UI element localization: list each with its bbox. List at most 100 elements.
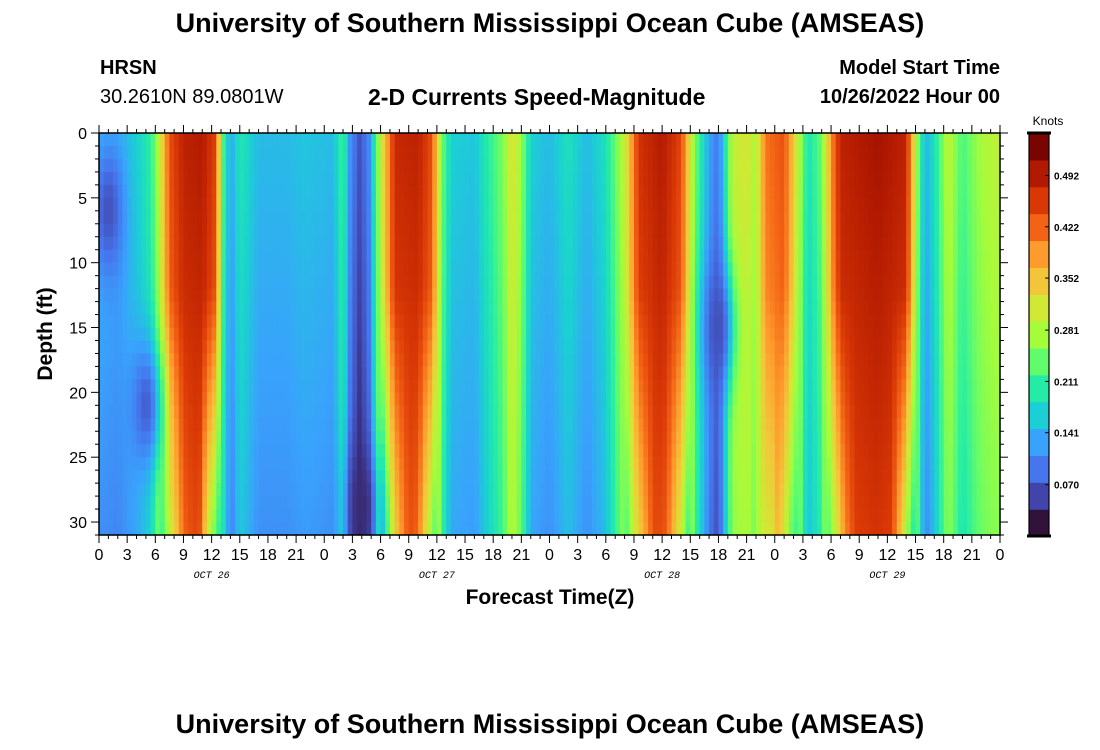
heatmap-cell (474, 197, 480, 212)
heatmap-cell (582, 496, 588, 510)
heatmap-cell (103, 236, 109, 251)
heatmap-cell (277, 184, 283, 199)
heatmap-cell (122, 496, 128, 510)
heatmap-cell (784, 444, 790, 458)
heatmap-cell (441, 145, 447, 160)
heatmap-cell (648, 353, 654, 368)
heatmap-cell (465, 353, 471, 368)
heatmap-cell (291, 301, 297, 316)
heatmap-cell (826, 223, 832, 238)
heatmap-cell (793, 314, 799, 329)
heatmap-cell (267, 353, 274, 368)
heatmap-cell (591, 288, 598, 303)
heatmap-cell (399, 444, 405, 458)
heatmap-cell (296, 405, 302, 419)
heatmap-cell (549, 158, 555, 173)
heatmap-cell (680, 483, 687, 497)
heatmap-cell (108, 366, 114, 380)
heatmap-cell (352, 210, 358, 225)
heatmap-cell (582, 379, 588, 393)
heatmap-cell (399, 197, 405, 212)
heatmap-cell (760, 340, 766, 355)
heatmap-cell (389, 470, 396, 484)
heatmap-cell (460, 275, 466, 290)
heatmap-cell (211, 158, 217, 173)
heatmap-cell (582, 353, 588, 368)
heatmap-cell (713, 444, 720, 458)
heatmap-cell (479, 509, 485, 523)
heatmap-cell (136, 366, 142, 380)
heatmap-cell (718, 340, 724, 355)
heatmap-cell (530, 262, 537, 277)
heatmap-cell (235, 327, 241, 342)
heatmap-cell (286, 301, 292, 316)
heatmap-cell (103, 275, 109, 290)
heatmap-cell (432, 353, 438, 368)
heatmap-cell (727, 197, 734, 212)
heatmap-cell (765, 236, 771, 251)
heatmap-cell (404, 145, 410, 160)
heatmap-cell (751, 379, 757, 393)
heatmap-cell (488, 236, 494, 251)
heatmap-cell (314, 301, 321, 316)
heatmap-cell (291, 133, 297, 147)
heatmap-cell (178, 444, 185, 458)
heatmap-cell (324, 366, 330, 380)
heatmap-cell (826, 133, 832, 147)
heatmap-cell (718, 457, 724, 471)
heatmap-cell (826, 353, 832, 368)
heatmap-cell (296, 236, 302, 251)
heatmap-cell (840, 418, 846, 432)
heatmap-cell (638, 210, 644, 225)
heatmap-cell (239, 145, 246, 160)
heatmap-cell (216, 158, 222, 173)
heatmap-cell (690, 171, 696, 186)
heatmap-cell (160, 327, 166, 342)
heatmap-cell (408, 444, 415, 458)
heatmap-cell (432, 301, 438, 316)
heatmap-cell (727, 418, 734, 432)
heatmap-cell (432, 158, 438, 173)
heatmap-cell (249, 236, 255, 251)
heatmap-cell (394, 288, 400, 303)
heatmap-cell (704, 379, 710, 393)
heatmap-cell (493, 522, 499, 536)
heatmap-cell (802, 210, 809, 225)
heatmap-cell (310, 145, 316, 160)
heatmap-cell (422, 405, 429, 419)
heatmap-cell (131, 340, 138, 355)
heatmap-cell (493, 340, 499, 355)
heatmap-cell (141, 353, 147, 368)
heatmap-cell (741, 470, 748, 484)
heatmap-cell (718, 418, 724, 432)
heatmap-cell (408, 288, 415, 303)
heatmap-cell (305, 496, 311, 510)
heatmap-cell (352, 262, 358, 277)
heatmap-cell (601, 288, 607, 303)
heatmap-cell (812, 158, 818, 173)
heatmap-cell (727, 470, 734, 484)
heatmap-cell (577, 158, 583, 173)
heatmap-cell (131, 184, 138, 199)
heatmap-cell (638, 327, 644, 342)
heatmap-cell (568, 288, 574, 303)
heatmap-cell (422, 145, 429, 160)
heatmap-cell (277, 379, 283, 393)
heatmap-cell (554, 509, 560, 523)
heatmap-cell (221, 340, 227, 355)
heatmap-cell (127, 379, 133, 393)
heatmap-cell (300, 327, 307, 342)
heatmap-cell (338, 496, 344, 510)
heatmap-cell (291, 418, 297, 432)
heatmap-cell (746, 210, 752, 225)
heatmap-cell (324, 288, 330, 303)
heatmap-cell (450, 210, 457, 225)
heatmap-cell (328, 418, 335, 432)
heatmap-cell (122, 366, 128, 380)
heatmap-cell (324, 133, 330, 147)
heatmap-cell (183, 262, 189, 277)
heatmap-cell (225, 249, 231, 264)
heatmap-cell (680, 418, 687, 432)
heatmap-cell (624, 470, 630, 484)
heatmap-cell (389, 197, 396, 212)
